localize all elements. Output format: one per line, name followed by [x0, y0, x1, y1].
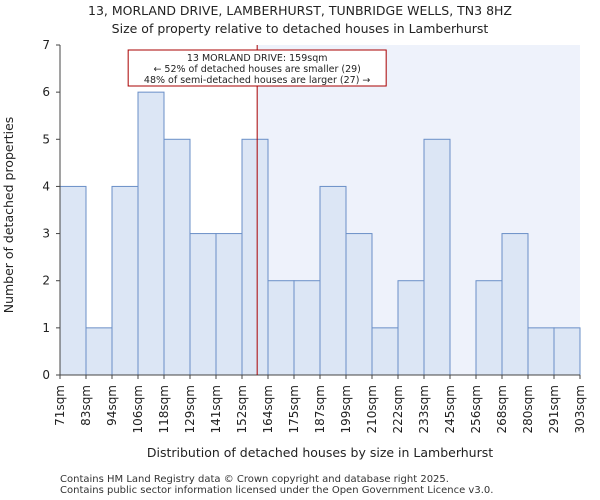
- bar-280sqm: [527, 327, 555, 376]
- x-tick-label-152sqm: 152sqm: [235, 385, 249, 433]
- bar-106sqm: [137, 91, 165, 376]
- annotation-line-3: 48% of semi-detached houses are larger (…: [144, 75, 371, 86]
- x-axis-label: Distribution of detached houses by size …: [147, 445, 493, 460]
- x-tick-label-175sqm: 175sqm: [287, 385, 301, 433]
- x-tick-label-94sqm: 94sqm: [105, 385, 119, 426]
- x-tick-label-291sqm: 291sqm: [547, 385, 561, 433]
- x-tick-label-187sqm: 187sqm: [313, 385, 327, 433]
- x-tick-label-199sqm: 199sqm: [339, 385, 353, 433]
- bar-164sqm: [267, 280, 295, 376]
- x-tick-label-233sqm: 233sqm: [417, 385, 431, 433]
- bar-233sqm: [423, 138, 451, 376]
- bar-152sqm: [241, 138, 269, 376]
- x-tick-label-210sqm: 210sqm: [365, 385, 379, 433]
- y-tick-label-4: 4: [42, 179, 50, 193]
- bar-256sqm: [475, 280, 503, 376]
- annotation-line-2: ← 52% of detached houses are smaller (29…: [153, 64, 360, 75]
- y-ticks: 0 1 2 3 4 5 6 7: [42, 38, 60, 382]
- bar-187sqm: [319, 185, 347, 376]
- annotation-line-1: 13 MORLAND DRIVE: 159sqm: [187, 53, 328, 64]
- bar-94sqm: [111, 185, 139, 376]
- x-tick-label-164sqm: 164sqm: [261, 385, 275, 433]
- x-tick-label-303sqm: 303sqm: [573, 385, 587, 433]
- y-tick-label-3: 3: [42, 227, 50, 241]
- bars-group: [59, 91, 581, 376]
- y-tick-label-5: 5: [42, 132, 50, 146]
- y-axis-label: Number of detached properties: [1, 117, 16, 314]
- footer-line-2: Contains public sector information licen…: [60, 485, 494, 496]
- x-tick-label-118sqm: 118sqm: [157, 385, 171, 433]
- y-tick-label-7: 7: [42, 38, 50, 52]
- x-tick-label-129sqm: 129sqm: [183, 385, 197, 433]
- chart-title: 13, MORLAND DRIVE, LAMBERHURST, TUNBRIDG…: [88, 3, 512, 18]
- bar-71sqm: [59, 185, 87, 376]
- y-tick-label-2: 2: [42, 274, 50, 288]
- y-tick-label-1: 1: [42, 321, 50, 335]
- x-tick-label-256sqm: 256sqm: [469, 385, 483, 433]
- x-tick-label-222sqm: 222sqm: [391, 385, 405, 433]
- bar-222sqm: [397, 280, 425, 376]
- bar-118sqm: [163, 138, 191, 376]
- x-tick-label-245sqm: 245sqm: [443, 385, 457, 433]
- y-tick-label-0: 0: [42, 368, 50, 382]
- bar-175sqm: [293, 280, 321, 376]
- bar-129sqm: [189, 233, 217, 376]
- x-tick-label-106sqm: 106sqm: [131, 385, 145, 433]
- y-tick-label-6: 6: [42, 85, 50, 99]
- bar-210sqm: [371, 327, 399, 376]
- annotation-box: 13 MORLAND DRIVE: 159sqm ← 52% of detach…: [127, 49, 387, 87]
- bar-291sqm: [553, 327, 581, 376]
- annotation-frame: [127, 49, 387, 87]
- x-tick-label-141sqm: 141sqm: [209, 385, 223, 433]
- footer-line-1: Contains HM Land Registry data © Crown c…: [60, 474, 449, 485]
- bar-83sqm: [85, 327, 113, 376]
- x-ticks: 71sqm 83sqm 94sqm 106sqm 118sqm 129sqm 141sqm 1…: [53, 375, 587, 433]
- bar-268sqm: [501, 233, 529, 376]
- chart-subtitle: Size of property relative to detached ho…: [112, 21, 489, 36]
- bar-199sqm: [345, 233, 373, 376]
- x-tick-label-83sqm: 83sqm: [79, 385, 93, 426]
- bar-141sqm: [215, 233, 243, 376]
- x-tick-label-268sqm: 268sqm: [495, 385, 509, 433]
- x-tick-label-71sqm: 71sqm: [53, 385, 67, 426]
- x-tick-label-280sqm: 280sqm: [521, 385, 535, 433]
